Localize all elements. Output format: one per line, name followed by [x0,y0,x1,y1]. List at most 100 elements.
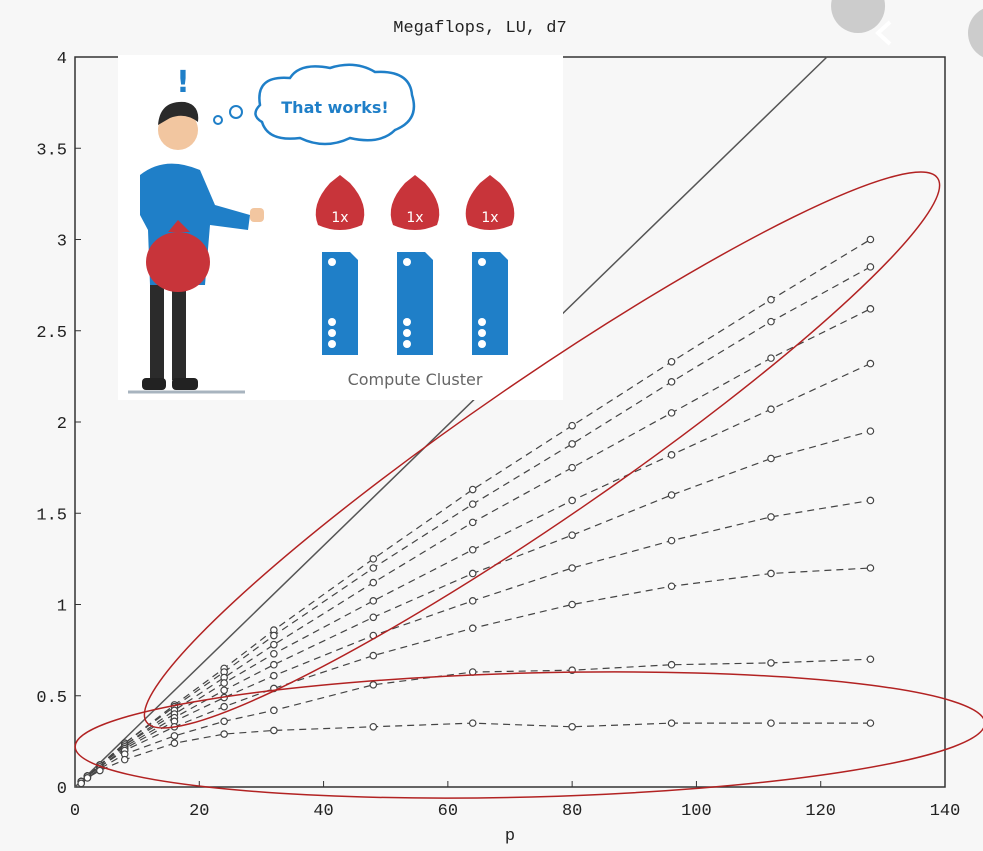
data-point [768,318,774,324]
data-point [569,565,575,571]
shoe [172,378,198,390]
data-point [271,662,277,668]
exclaim: ! [176,65,190,100]
x-tick-label: 140 [930,802,961,821]
y-tick-label: 2 [57,415,67,434]
bag-label: 1x [481,210,498,226]
data-point [370,598,376,604]
server-light [403,258,411,266]
bag-label: 1x [331,210,348,226]
data-point [370,682,376,688]
y-tick-label: 3 [57,233,67,252]
x-tick-label: 60 [438,802,458,821]
data-point [768,514,774,520]
data-point [470,486,476,492]
data-point [470,720,476,726]
data-point [271,672,277,678]
data-point [221,731,227,737]
data-point [271,707,277,713]
data-point [171,740,177,746]
data-point [470,501,476,507]
data-point [668,410,674,416]
data-point [867,565,873,571]
y-tick-label: 1 [57,598,67,617]
caption: Compute Cluster [348,370,483,389]
y-tick-label: 0.5 [36,689,67,708]
data-point [271,651,277,657]
y-tick-label: 0 [57,780,67,799]
server [472,252,508,355]
data-point [470,598,476,604]
shoe [142,378,166,390]
data-point [221,687,227,693]
data-point [171,733,177,739]
data-point [370,614,376,620]
x-tick-label: 120 [805,802,836,821]
bubble-text: That works! [281,98,388,117]
hand [250,208,264,222]
data-point [370,556,376,562]
data-point [668,359,674,365]
data-point [867,497,873,503]
data-point [768,297,774,303]
data-point [370,652,376,658]
data-point [470,570,476,576]
data-point [668,720,674,726]
server [397,252,433,355]
y-tick-label: 2.5 [36,324,67,343]
data-point [768,355,774,361]
data-point [768,570,774,576]
server-light [478,318,486,326]
data-point [668,379,674,385]
x-tick-label: 20 [189,802,209,821]
data-point [569,464,575,470]
server-light [403,340,411,348]
data-point [84,775,90,781]
x-tick-label: 100 [681,802,712,821]
server [322,252,358,355]
server-light [403,318,411,326]
data-point [569,497,575,503]
data-point [97,767,103,773]
data-point [867,720,873,726]
data-point [569,724,575,730]
server-light [478,258,486,266]
data-point [370,579,376,585]
data-point [768,406,774,412]
data-point [271,727,277,733]
data-point [867,306,873,312]
data-point [668,452,674,458]
data-point [221,718,227,724]
data-point [668,583,674,589]
data-point [569,422,575,428]
data-point [867,428,873,434]
server-light [328,329,336,337]
server-light [478,329,486,337]
data-point [768,455,774,461]
data-point [768,720,774,726]
bag [146,232,210,292]
data-point [78,780,84,786]
data-point [221,680,227,686]
leg [172,280,186,380]
y-tick-label: 1.5 [36,506,67,525]
page: Megaflops, LU, d7 p 02040608010012014000… [0,0,983,851]
chart: Megaflops, LU, d7 p 02040608010012014000… [0,0,983,851]
x-tick-label: 0 [70,802,80,821]
x-tick-label: 80 [562,802,582,821]
data-point [370,565,376,571]
x-tick-label: 40 [313,802,333,821]
data-point [867,656,873,662]
server-light [403,329,411,337]
data-point [569,532,575,538]
data-point [470,519,476,525]
server-light [328,340,336,348]
data-point [122,756,128,762]
chart-title: Megaflops, LU, d7 [393,19,566,38]
data-point [221,704,227,710]
y-tick-label: 3.5 [36,141,67,160]
data-point [470,547,476,553]
data-point [470,625,476,631]
server-light [328,258,336,266]
